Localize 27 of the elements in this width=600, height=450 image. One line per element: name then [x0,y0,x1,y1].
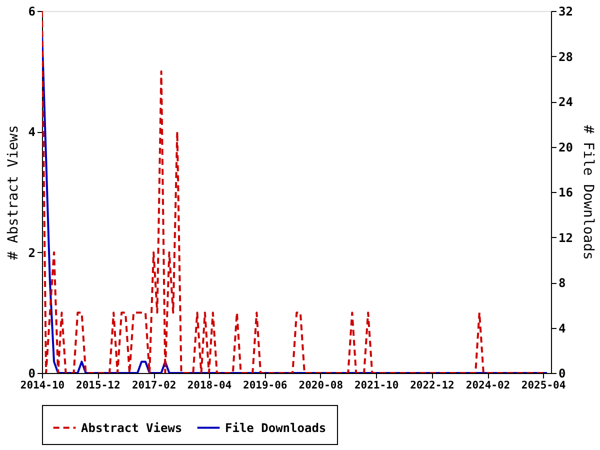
y-tick-label: 0 [28,366,36,380]
y2-tick-label: 32 [558,4,573,18]
x-tick-label: 2024-02 [466,380,510,392]
legend-label: Abstract Views [81,420,182,435]
y2-tick-label: 16 [558,186,573,200]
x-tick-label: 2018-04 [187,380,232,392]
y2-tick-label: 4 [558,321,566,336]
y-tick-label: 6 [28,4,36,18]
x-tick-label: 2020-08 [298,380,344,392]
x-tick-label: 2021-10 [354,380,399,392]
y2-tick-label: 24 [558,95,573,109]
y2-tick-label: 0 [558,366,566,380]
y2-tick-label: 20 [558,140,573,154]
y-axis-title: # Abstract Views [5,125,22,260]
y-tick-label: 4 [28,125,36,140]
y-tick-label: 2 [28,246,36,260]
y2-axis-title: # File Downloads [580,125,596,260]
x-tick-label: 2015-12 [76,380,120,392]
x-tick-label: 2022-12 [410,380,454,392]
x-tick-label: 2025-04 [521,380,566,392]
y2-tick-label: 28 [558,50,573,64]
x-tick-label: 2014-10 [20,380,65,392]
y2-tick-label: 8 [558,276,566,290]
x-tick-label: 2017-02 [132,380,176,392]
legend-label: File Downloads [225,420,326,435]
x-tick-label: 2019-06 [242,380,288,392]
y2-tick-label: 12 [558,230,573,245]
